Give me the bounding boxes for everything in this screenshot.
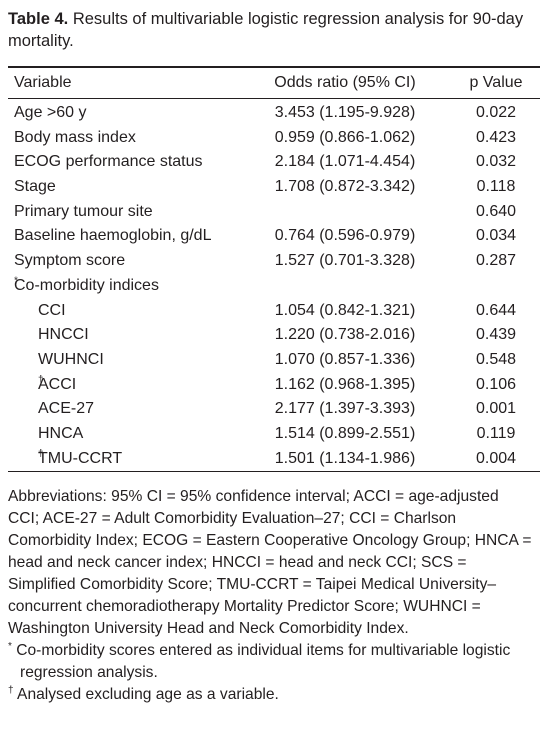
variable-label: HNCCI (38, 326, 89, 344)
table-row: TMU-CCRT † 1.501 (1.134-1.986) 0.004 (8, 447, 540, 472)
footnote-marker: * (14, 275, 18, 287)
variable-label: Baseline haemoglobin, g/dL (14, 227, 212, 245)
variable-cell: TMU-CCRT † (38, 447, 122, 472)
variable-label: ACCI (38, 375, 77, 393)
p-value-cell: 0.644 (475, 301, 517, 319)
table-row: Symptom score 1.527 (0.701-3.328) 0.287 (8, 249, 540, 274)
footnote-text: Analysed excluding age as a variable. (17, 686, 279, 703)
variable-label: HNCA (38, 424, 84, 442)
column-header: Variable (14, 74, 72, 91)
p-value-cell: 0.106 (475, 375, 517, 393)
variable-label: Symptom score (14, 252, 126, 270)
variable-label: WUHNCI (38, 350, 104, 368)
column-header: Odds ratio (95% CI) (274, 74, 416, 91)
footnote-symbol: † (8, 684, 14, 696)
odds-ratio-cell: 1.162 (0.968-1.395) (274, 375, 416, 393)
odds-ratio-cell: 2.177 (1.397-3.393) (274, 400, 416, 418)
abbreviations: Abbreviations: 95% CI = 95% confidence i… (8, 488, 532, 637)
table-row: WUHNCI 1.070 (0.857-1.336) 0.548 (8, 348, 540, 373)
odds-ratio-cell: 0.959 (0.866-1.062) (274, 128, 416, 146)
footnote: † Analysed excluding age as a variable. (8, 684, 533, 706)
odds-ratio-cell: 1.220 (0.738-2.016) (274, 326, 416, 344)
p-value-cell: 0.423 (475, 128, 517, 146)
odds-ratio-cell: 1.070 (0.857-1.336) (274, 350, 416, 368)
table-row: HNCA 1.514 (0.899-2.551) 0.119 (8, 422, 540, 447)
variable-label: Primary tumour site (14, 202, 153, 220)
table-row: Primary tumour site 0.640 (8, 200, 540, 225)
p-value-cell: 0.001 (475, 400, 517, 418)
table-row: HNCCI 1.220 (0.738-2.016) 0.439 (8, 323, 540, 348)
table-row: ACCI † 1.162 (0.968-1.395) 0.106 (8, 373, 540, 398)
column-header: p Value (469, 74, 523, 91)
odds-ratio-cell: 1.527 (0.701-3.328) (274, 252, 416, 270)
table-row: Age >60 y 3.453 (1.195-9.928) 0.022 (8, 101, 540, 126)
odds-ratio-cell: 0.764 (0.596-0.979) (274, 227, 416, 245)
variable-cell: Co-morbidity indices * (14, 274, 159, 299)
p-value-cell: 0.034 (475, 227, 517, 245)
variable-label: ACE-27 (38, 400, 95, 418)
variable-label: ECOG performance status (14, 153, 203, 171)
p-value-cell: 0.032 (475, 153, 517, 171)
p-value-cell: 0.004 (475, 449, 517, 467)
footnote-marker: † (38, 374, 44, 386)
footnote-symbol: * (8, 640, 12, 652)
variable-cell: ACCI † (38, 373, 76, 398)
caption-text: Results of multivariable logistic regres… (8, 10, 524, 50)
table-caption: Table 4. Results of multivariable logist… (8, 8, 540, 52)
variable-label: Body mass index (14, 128, 136, 146)
footnote-marker: † (38, 448, 44, 460)
p-value-cell: 0.022 (475, 104, 517, 121)
variable-label: Stage (14, 178, 56, 196)
p-value-cell: 0.640 (475, 202, 517, 220)
odds-ratio-cell: 1.708 (0.872-3.342) (274, 178, 416, 196)
footnote: * Co-morbidity scores entered as individ… (8, 640, 533, 684)
odds-ratio-cell: 2.184 (1.071-4.454) (274, 153, 416, 171)
header-row: Variable Odds ratio (95% CI) p Value (8, 68, 540, 99)
variable-label: Age >60 y (14, 104, 87, 121)
p-value-cell: 0.287 (475, 252, 517, 270)
caption-label: Table 4. (8, 10, 69, 28)
footnote-text: Co-morbidity scores entered as individua… (16, 642, 511, 681)
variable-label: TMU-CCRT (38, 449, 123, 467)
table-row: Stage 1.708 (0.872-3.342) 0.118 (8, 175, 540, 200)
odds-ratio-cell: 1.514 (0.899-2.551) (274, 424, 416, 442)
table-row: Co-morbidity indices * (8, 274, 540, 299)
table-row: ECOG performance status 2.184 (1.071-4.45… (8, 150, 540, 175)
odds-ratio-cell: 1.054 (0.842-1.321) (274, 301, 416, 319)
odds-ratio-cell: 1.501 (1.134-1.986) (274, 449, 416, 467)
table-row: CCI 1.054 (0.842-1.321) 0.644 (8, 299, 540, 324)
table-row: Baseline haemoglobin, g/dL 0.764 (0.596-0… (8, 224, 540, 249)
p-value-cell: 0.118 (476, 178, 516, 196)
variable-label: CCI (38, 301, 66, 319)
footnotes: Abbreviations: 95% CI = 95% confidence i… (8, 486, 533, 706)
table-row: Body mass index 0.959 (0.866-1.062) 0.423 (8, 126, 540, 151)
p-value-cell: 0.548 (475, 350, 517, 368)
table: Variable Odds ratio (95% CI) p Value Age… (8, 66, 540, 473)
variable-label: Co-morbidity indices (14, 276, 159, 294)
table-row: ACE-27 2.177 (1.397-3.393) 0.001 (8, 397, 540, 422)
p-value-cell: 0.119 (476, 424, 516, 442)
p-value-cell: 0.439 (475, 326, 517, 344)
odds-ratio-cell: 3.453 (1.195-9.928) (274, 104, 416, 121)
